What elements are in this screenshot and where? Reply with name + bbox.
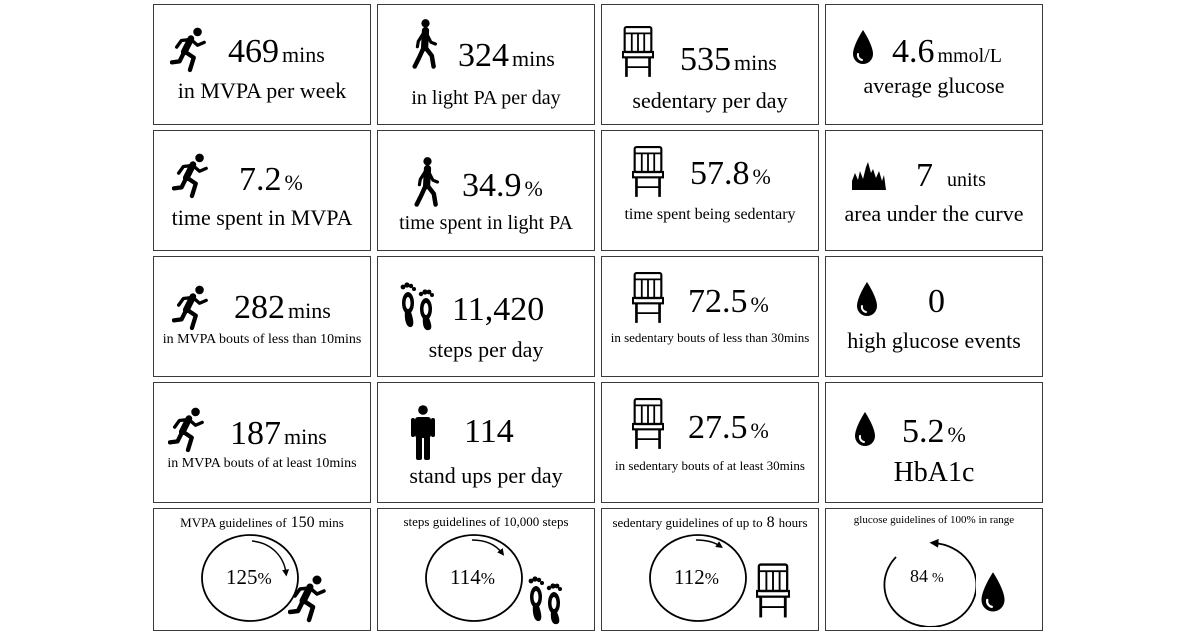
light-day-label: in light PA per day	[411, 87, 561, 109]
standups-value: 114	[464, 413, 514, 450]
card-average-glucose: 4.6 mmol/L average glucose	[825, 4, 1043, 125]
auc-value: 7	[916, 157, 933, 194]
card-sedentary-long-bouts: 27.5% in sedentary bouts of at least 30m…	[601, 382, 819, 503]
steps-value: 11,420	[452, 291, 545, 328]
card-mvpa-guidelines: MVPA guidelines of 150 mins 125%	[153, 508, 371, 631]
steps-guidelines-title: steps guidelines of 10,000 steps	[403, 514, 569, 529]
steps-guidelines-percent: 114	[450, 565, 481, 589]
hba1c-value: 5.2	[902, 413, 945, 450]
running-icon	[288, 575, 328, 623]
mvpa-long-label: in MVPA bouts of at least 10mins	[167, 456, 357, 471]
sedentary-day-value: 535	[680, 41, 731, 78]
mvpa-long-unit: mins	[284, 424, 327, 449]
card-sedentary-per-day: 535 mins sedentary per day	[601, 4, 819, 125]
mvpa-pct-value: 7.2	[239, 161, 282, 198]
chair-icon	[632, 143, 664, 201]
sedentary-pct-unit: %	[752, 164, 771, 189]
card-light-percent: 34.9% time spent in light PA	[377, 130, 595, 251]
sed-long-value: 27.5	[688, 409, 748, 446]
chair-icon	[632, 269, 664, 327]
standups-label: stand ups per day	[409, 463, 563, 488]
walking-icon	[412, 17, 439, 71]
footprints-icon	[398, 281, 438, 331]
card-sedentary-guidelines: sedentary guidelines of up to 8 hours 11…	[601, 508, 819, 631]
card-stand-ups: 114 stand ups per day	[377, 382, 595, 503]
hba1c-label: HbA1c	[893, 457, 975, 488]
glucose-curve-icon	[851, 161, 887, 191]
sed-long-label: in sedentary bouts of at least 30mins	[615, 458, 805, 473]
sedentary-pct-label: time spent being sedentary	[624, 206, 796, 223]
sed-short-unit: %	[750, 292, 769, 317]
glucose-guidelines-title: glucose guidelines of 100% in range	[853, 514, 1015, 526]
chair-icon	[756, 561, 790, 621]
walking-icon	[414, 155, 441, 209]
progress-ring	[201, 534, 299, 622]
sedentary-pct-value: 57.8	[690, 155, 750, 192]
card-steps-per-day: 11,420 steps per day	[377, 256, 595, 377]
light-pct-label: time spent in light PA	[399, 212, 573, 234]
mvpa-guidelines-title: MVPA guidelines of 150 mins	[180, 514, 344, 531]
sedentary-day-unit: mins	[734, 50, 777, 75]
auc-unit: units	[947, 169, 986, 191]
drop-icon	[852, 411, 878, 449]
card-mvpa-per-week: 469 mins in MVPA per week	[153, 4, 371, 125]
mvpa-pct-unit: %	[284, 170, 303, 195]
sed-long-unit: %	[750, 418, 769, 443]
steps-label: steps per day	[428, 337, 544, 362]
progress-ring	[649, 534, 747, 622]
mvpa-pct-label: time spent in MVPA	[171, 205, 353, 230]
sed-short-value: 72.5	[688, 283, 748, 320]
high-glucose-label: high glucose events	[847, 328, 1021, 353]
mvpa-short-value: 282	[234, 289, 285, 326]
high-glucose-value: 0	[928, 283, 945, 320]
running-icon	[172, 153, 210, 199]
hba1c-unit: %	[947, 422, 966, 447]
card-high-glucose-events: 0 high glucose events	[825, 256, 1043, 377]
glucose-avg-value: 4.6	[892, 33, 935, 70]
card-glucose-guidelines: glucose guidelines of 100% in range 84%	[825, 508, 1043, 631]
card-sedentary-percent: 57.8% time spent being sedentary	[601, 130, 819, 251]
light-pct-unit: %	[524, 176, 543, 201]
sedentary-day-label: sedentary per day	[632, 88, 788, 113]
glucose-guidelines-percent: 84	[910, 566, 928, 586]
progress-ring	[425, 534, 523, 622]
card-area-under-curve: 7 units area under the curve	[825, 130, 1043, 251]
running-icon	[170, 27, 208, 73]
mvpa-short-unit: mins	[288, 298, 331, 323]
glucose-avg-label: average glucose	[863, 73, 1005, 98]
footprints-icon	[526, 575, 566, 625]
standing-person-icon	[410, 405, 436, 461]
mvpa-week-label: in MVPA per week	[177, 78, 347, 103]
card-mvpa-long-bouts: 187 mins in MVPA bouts of at least 10mins	[153, 382, 371, 503]
card-sedentary-short-bouts: 72.5% in sedentary bouts of less than 30…	[601, 256, 819, 377]
running-icon	[168, 407, 206, 453]
card-steps-guidelines: steps guidelines of 10,000 steps 114%	[377, 508, 595, 631]
sed-short-label: in sedentary bouts of less than 30mins	[610, 330, 810, 345]
card-mvpa-short-bouts: 282 mins in MVPA bouts of less than 10min…	[153, 256, 371, 377]
drop-icon	[978, 571, 1008, 615]
card-mvpa-percent: 7.2% time spent in MVPA	[153, 130, 371, 251]
drop-icon	[850, 29, 876, 67]
light-day-unit: mins	[512, 46, 555, 71]
mvpa-week-value: 469	[228, 33, 279, 70]
mvpa-week-unit: mins	[282, 42, 325, 67]
sedentary-guidelines-percent: 112	[674, 565, 705, 589]
light-pct-value: 34.9	[462, 167, 522, 204]
chair-icon	[632, 395, 664, 453]
sedentary-guidelines-title: sedentary guidelines of up to 8 hours	[612, 514, 808, 531]
card-hba1c: 5.2% HbA1c	[825, 382, 1043, 503]
glucose-avg-unit: mmol/L	[937, 45, 1002, 67]
auc-label: area under the curve	[844, 201, 1024, 226]
progress-ring	[883, 538, 976, 627]
mvpa-guidelines-percent: 125	[226, 565, 258, 589]
chair-icon	[622, 23, 654, 81]
light-day-value: 324	[458, 37, 509, 74]
mvpa-short-label: in MVPA bouts of less than 10mins	[162, 332, 362, 347]
card-light-pa-per-day: 324 mins in light PA per day	[377, 4, 595, 125]
drop-icon	[854, 281, 880, 319]
running-icon	[172, 285, 210, 331]
mvpa-long-value: 187	[230, 415, 281, 452]
